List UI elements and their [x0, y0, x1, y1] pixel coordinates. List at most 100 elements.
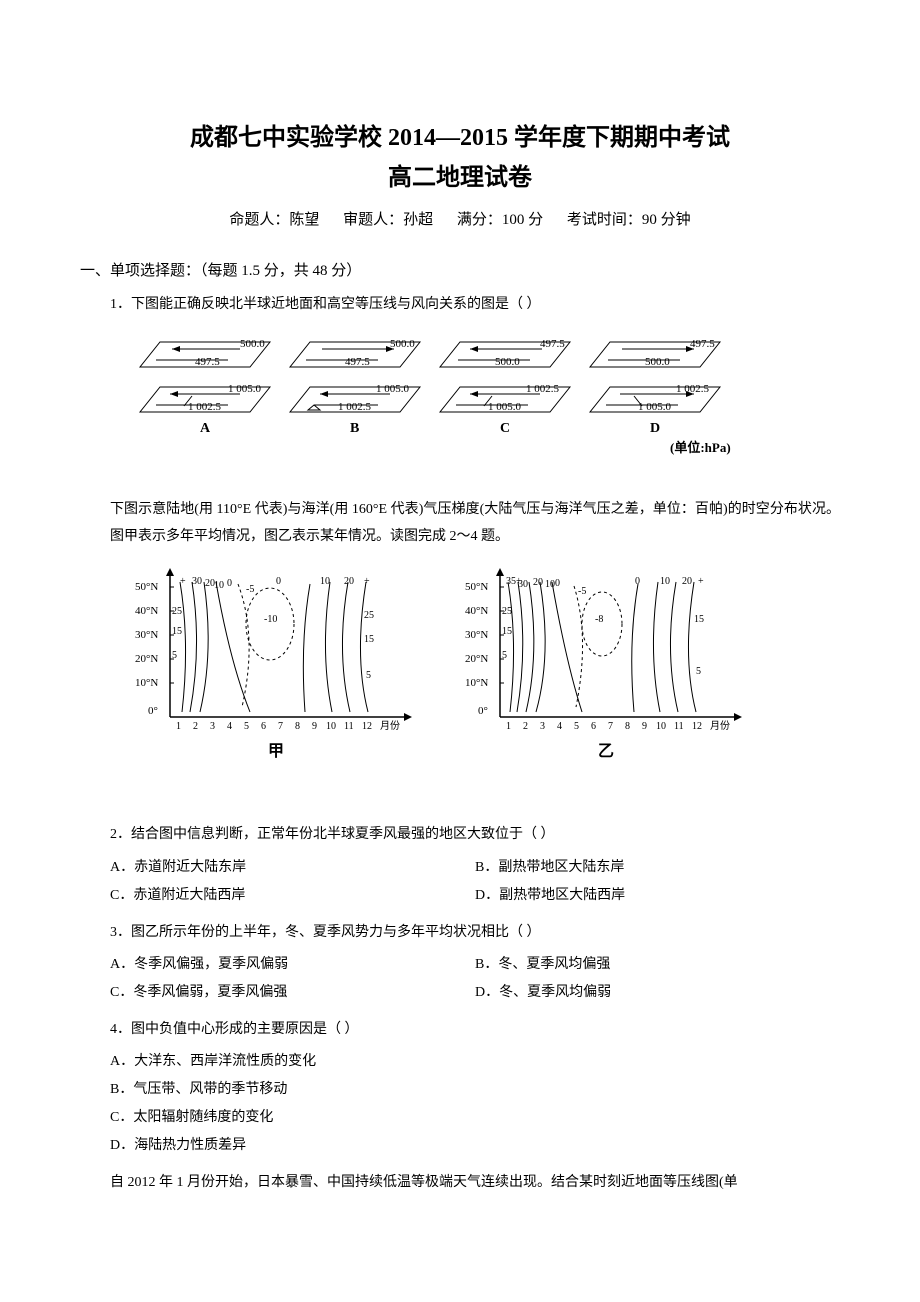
svg-text:10: 10 [326, 721, 336, 732]
q1-A-top2: 497.5 [195, 356, 220, 368]
svg-text:1: 1 [176, 721, 181, 732]
q1-svg: 500.0 497.5 1 005.0 1 002.5 A 500.0 497.… [130, 327, 750, 477]
q1-diagram: 500.0 497.5 1 005.0 1 002.5 A 500.0 497.… [130, 327, 840, 477]
svg-text:9: 9 [642, 721, 647, 732]
q4-opt-c: C．太阳辐射随纬度的变化 [110, 1104, 840, 1132]
q1-A-bot2: 1 002.5 [188, 401, 222, 413]
q2-opt-a: A．赤道附近大陆东岸 [110, 854, 475, 882]
svg-text:40°N: 40°N [465, 605, 488, 617]
q1-C-bot1: 1 002.5 [526, 383, 560, 395]
chart-yi: 50°N 40°N 30°N 20°N 10°N 0° 123 456 789 … [460, 562, 760, 762]
q3-opt-b: B．冬、夏季风均偏强 [475, 951, 840, 979]
q3-text: 3．图乙所示年份的上半年，冬、夏季风势力与多年平均状况相比（ ） [110, 920, 840, 945]
author-label: 命题人：陈望 [229, 212, 319, 228]
q1-D-top1: 497.5 [690, 338, 715, 350]
q1-label-B: B [350, 421, 359, 436]
svg-text:2: 2 [193, 721, 198, 732]
svg-text:25: 25 [172, 606, 182, 617]
q1-C-top1: 497.5 [540, 338, 565, 350]
svg-text:20: 20 [344, 576, 354, 587]
svg-text:-5: -5 [578, 586, 586, 597]
svg-text:7: 7 [608, 721, 613, 732]
q3-opt-c: C．冬季风偏弱，夏季风偏强 [110, 979, 475, 1007]
q1-B-top2: 497.5 [345, 356, 370, 368]
q1-B-bot1: 1 005.0 [376, 383, 410, 395]
svg-text:40°N: 40°N [135, 605, 158, 617]
svg-text:8: 8 [295, 721, 300, 732]
q1-A-top1: 500.0 [240, 338, 265, 350]
svg-text:20: 20 [682, 576, 692, 587]
svg-text:7: 7 [278, 721, 283, 732]
svg-text:30°N: 30°N [465, 629, 488, 641]
svg-text:月份: 月份 [710, 720, 730, 732]
svg-text:-5: -5 [246, 584, 254, 595]
q2-opt-c: C．赤道附近大陆西岸 [110, 882, 475, 910]
svg-text:3: 3 [540, 721, 545, 732]
svg-text:3: 3 [210, 721, 215, 732]
reviewer-label: 审题人：孙超 [343, 212, 433, 228]
svg-text:月份: 月份 [380, 720, 400, 732]
svg-text:15: 15 [172, 626, 182, 637]
q4-text: 4．图中负值中心形成的主要原因是（ ） [110, 1017, 840, 1042]
svg-text:50°N: 50°N [465, 581, 488, 593]
exam-meta: 命题人：陈望 审题人：孙超 满分：100 分 考试时间：90 分钟 [80, 208, 840, 229]
svg-text:20°N: 20°N [135, 653, 158, 665]
svg-text:11: 11 [674, 721, 684, 732]
svg-text:11: 11 [344, 721, 354, 732]
svg-text:5: 5 [366, 670, 371, 681]
q1-label-C: C [500, 421, 510, 436]
svg-text:50°N: 50°N [135, 581, 158, 593]
q1-label-D: D [650, 421, 660, 436]
q4-opt-a: A．大洋东、西岸洋流性质的变化 [110, 1048, 840, 1076]
svg-text:+: + [180, 576, 186, 587]
contour-charts: 50°N 40°N 30°N 20°N 10°N 0° 123 456 789 … [130, 562, 840, 762]
svg-text:-10: -10 [264, 614, 277, 625]
svg-text:5: 5 [696, 666, 701, 677]
svg-text:10: 10 [660, 576, 670, 587]
q2-opt-d: D．副热带地区大陆西岸 [475, 882, 840, 910]
svg-text:25: 25 [502, 606, 512, 617]
svg-text:30°N: 30°N [135, 629, 158, 641]
svg-text:30: 30 [192, 576, 202, 587]
section-1-header: 一、单项选择题：（每题 1.5 分，共 48 分） [80, 259, 840, 280]
svg-text:8: 8 [625, 721, 630, 732]
svg-text:30: 30 [518, 579, 528, 590]
q4-opt-b: B．气压带、风带的季节移动 [110, 1076, 840, 1104]
q1-C-top2: 500.0 [495, 356, 520, 368]
svg-text:9: 9 [312, 721, 317, 732]
question-2: 2．结合图中信息判断，正常年份北半球夏季风最强的地区大致位于（ ） A．赤道附近… [110, 822, 840, 909]
exam-title-line2: 高二地理试卷 [80, 160, 840, 196]
svg-text:+: + [698, 576, 704, 587]
exam-title-line1: 成都七中实验学校 2014—2015 学年度下期期中考试 [80, 120, 840, 156]
q1-D-bot2: 1 005.0 [638, 401, 672, 413]
question-4: 4．图中负值中心形成的主要原因是（ ） A．大洋东、西岸洋流性质的变化 B．气压… [110, 1017, 840, 1160]
svg-text:5: 5 [244, 721, 249, 732]
svg-text:20: 20 [533, 577, 543, 588]
svg-text:5: 5 [502, 650, 507, 661]
svg-text:4: 4 [227, 721, 232, 732]
q3-opt-a: A．冬季风偏强，夏季风偏弱 [110, 951, 475, 979]
svg-text:0: 0 [276, 576, 281, 587]
svg-text:10: 10 [214, 580, 224, 591]
q1-C-bot2: 1 005.0 [488, 401, 522, 413]
svg-text:12: 12 [692, 721, 702, 732]
q1-text: 1．下图能正确反映北半球近地面和高空等压线与风向关系的图是（ ） [110, 292, 840, 317]
svg-text:10: 10 [545, 579, 555, 590]
svg-text:6: 6 [591, 721, 596, 732]
duration-label: 考试时间：90 分钟 [567, 212, 691, 228]
q1-unit: (单位:hPa) [670, 440, 731, 455]
svg-text:10°N: 10°N [135, 677, 158, 689]
svg-text:10: 10 [320, 576, 330, 587]
q4-opt-d: D．海陆热力性质差异 [110, 1132, 840, 1160]
intro-2to4: 下图示意陆地(用 110°E 代表)与海洋(用 160°E 代表)气压梯度(大陆… [110, 497, 840, 550]
svg-text:6: 6 [261, 721, 266, 732]
svg-text:2: 2 [523, 721, 528, 732]
svg-text:1: 1 [506, 721, 511, 732]
svg-text:5: 5 [574, 721, 579, 732]
q2-text: 2．结合图中信息判断，正常年份北半球夏季风最强的地区大致位于（ ） [110, 822, 840, 847]
svg-text:20°N: 20°N [465, 653, 488, 665]
q1-label-A: A [200, 421, 211, 436]
svg-text:甲: 甲 [268, 742, 284, 760]
svg-text:4: 4 [557, 721, 562, 732]
svg-text:25: 25 [364, 610, 374, 621]
